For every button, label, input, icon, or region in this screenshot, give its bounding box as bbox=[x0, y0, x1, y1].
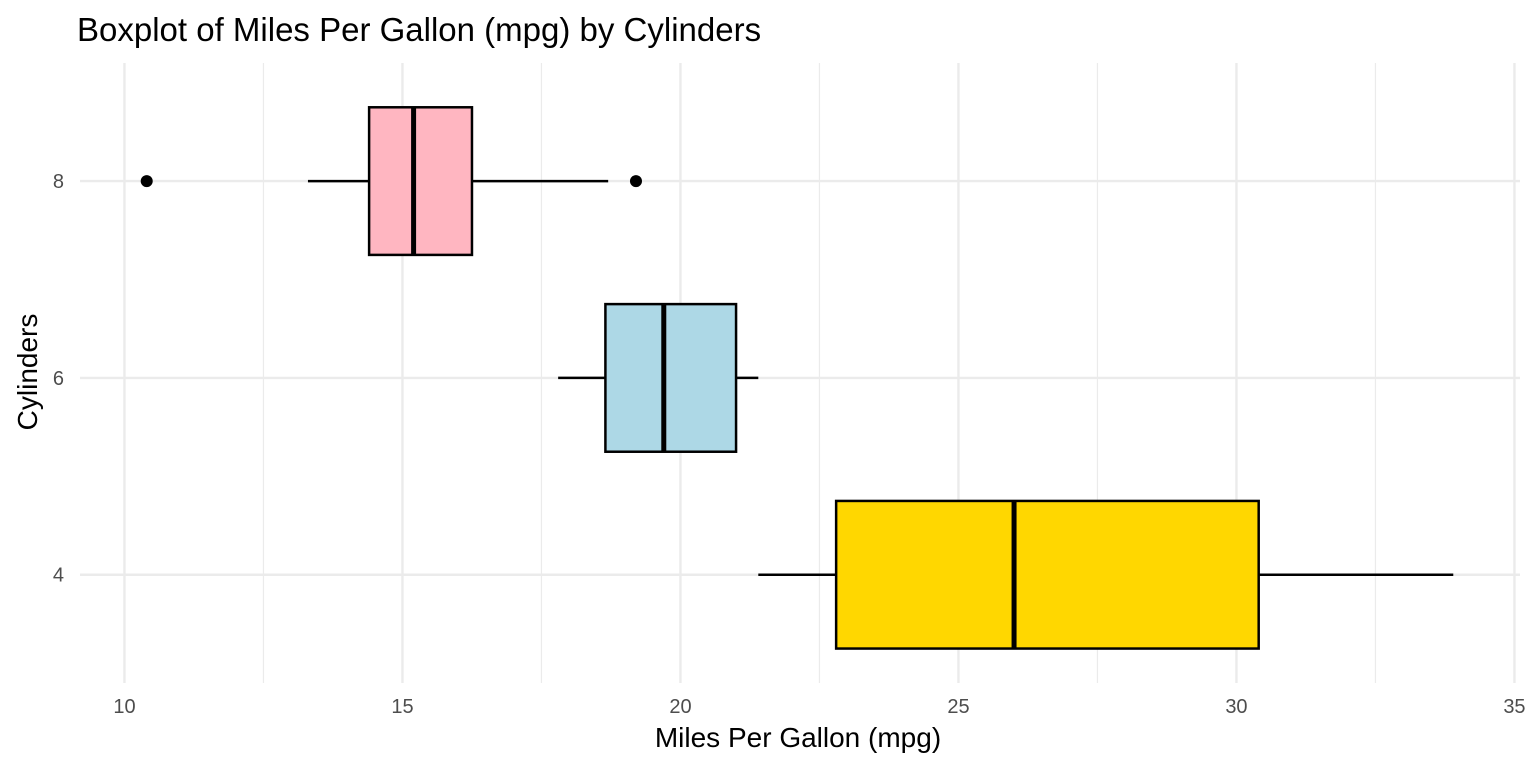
x-tick-label: 20 bbox=[669, 696, 691, 718]
outlier-point-cyl-8 bbox=[140, 175, 153, 188]
box-layer bbox=[140, 106, 1454, 650]
box-cyl-4 bbox=[834, 499, 1260, 650]
x-tick-label: 15 bbox=[391, 696, 413, 718]
box-cyl-6 bbox=[604, 302, 738, 453]
box-cyl-8 bbox=[367, 106, 474, 257]
x-tick-label: 10 bbox=[113, 696, 135, 718]
y-tick-label: 8 bbox=[53, 171, 64, 193]
y-axis-title: Cylinders bbox=[12, 314, 43, 431]
tick-layer: 10 15 20 25 30 35 4 6 8 bbox=[53, 171, 1526, 718]
grid-layer bbox=[80, 63, 1520, 683]
x-tick-label: 30 bbox=[1225, 696, 1247, 718]
chart-title: Boxplot of Miles Per Gallon (mpg) by Cyl… bbox=[77, 11, 761, 48]
y-tick-label: 6 bbox=[53, 368, 64, 390]
outlier-point-cyl-8 bbox=[629, 175, 642, 188]
y-tick-label: 4 bbox=[53, 565, 64, 587]
x-tick-label: 25 bbox=[947, 696, 969, 718]
x-axis-title: Miles Per Gallon (mpg) bbox=[655, 722, 941, 753]
x-tick-label: 35 bbox=[1503, 696, 1525, 718]
